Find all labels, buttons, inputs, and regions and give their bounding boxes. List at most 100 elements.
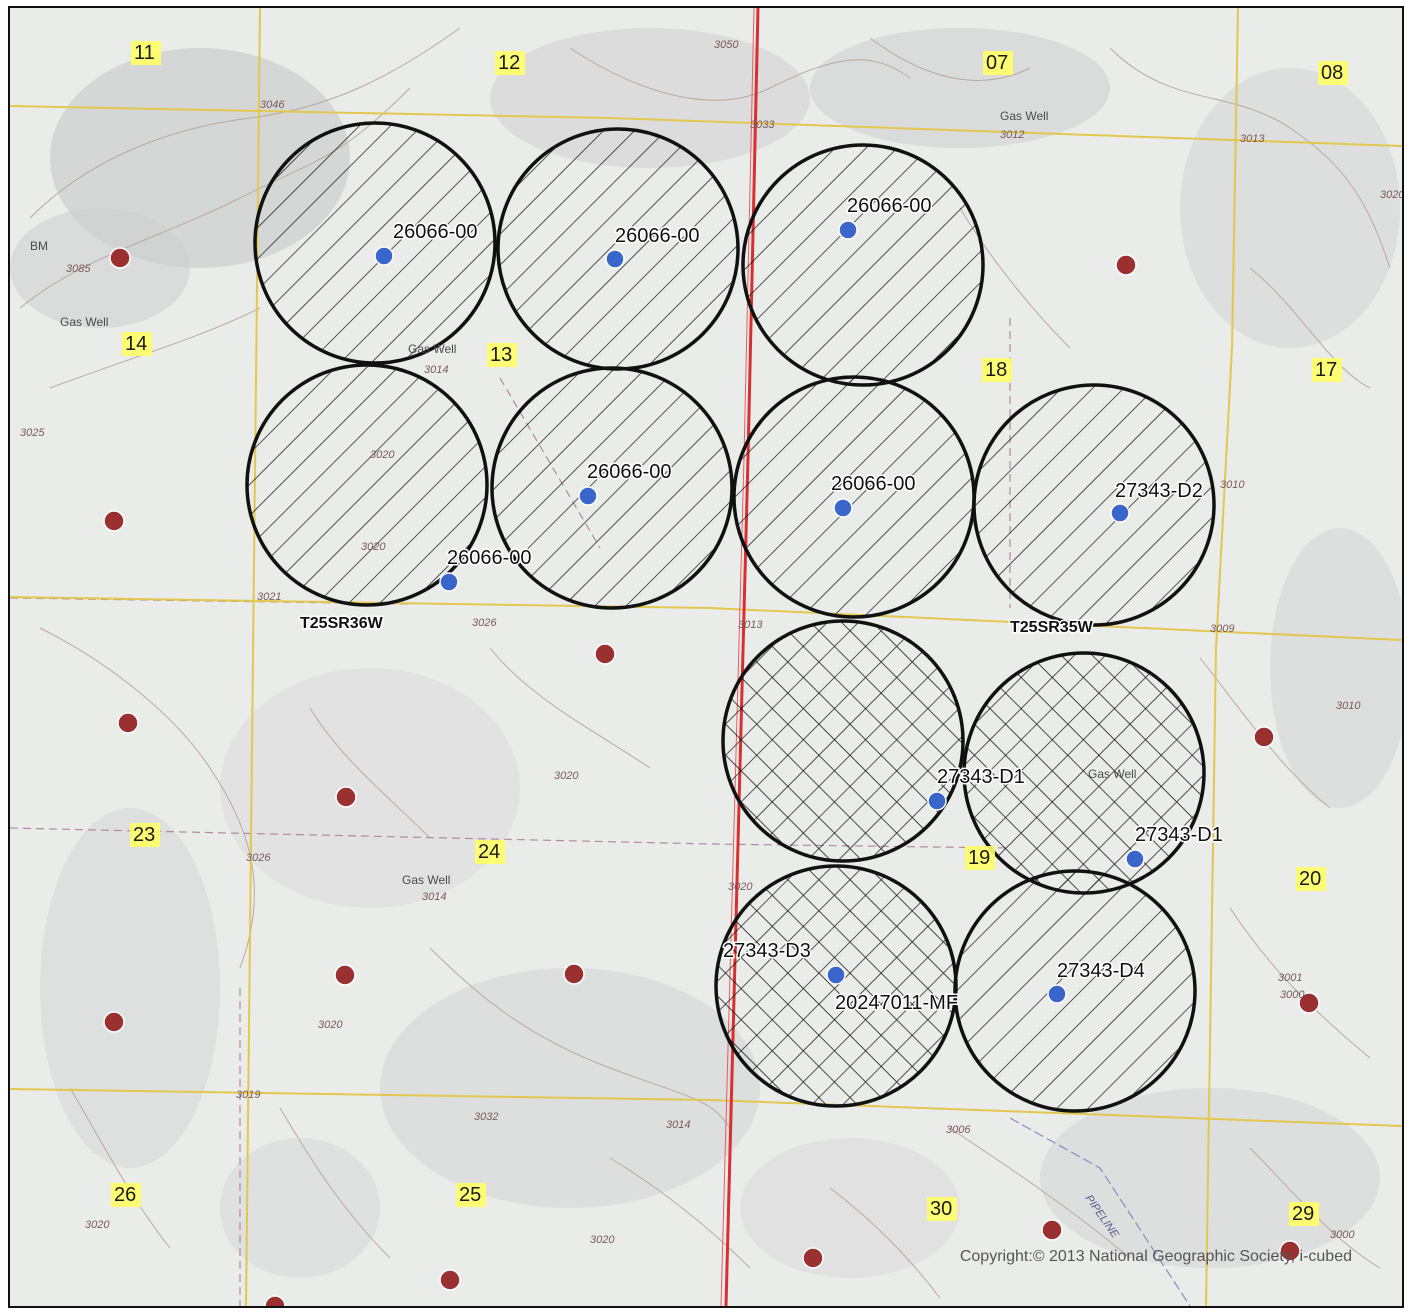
section-label: 18 <box>982 358 1012 382</box>
contour-label: 3010 <box>1336 700 1361 712</box>
section-label: 29 <box>1289 1202 1319 1226</box>
section-label: 25 <box>456 1183 486 1207</box>
svg-text:11: 11 <box>134 42 155 64</box>
well-point[interactable] <box>827 966 845 984</box>
buffer-circle-diagonal[interactable] <box>498 129 738 369</box>
well-point[interactable] <box>375 247 393 265</box>
svg-text:29: 29 <box>1292 1203 1314 1225</box>
well-point[interactable] <box>606 250 624 268</box>
section-label: 08 <box>1318 61 1348 85</box>
contour-label: 3020 <box>554 770 579 782</box>
svg-text:30: 30 <box>930 1198 952 1220</box>
well-label: 26066-00 <box>615 225 700 247</box>
well-point[interactable] <box>1048 985 1066 1003</box>
well-label: 26066-00 <box>587 461 672 483</box>
contour-label: 3014 <box>424 364 448 376</box>
contour-label: 3000 <box>1280 989 1305 1001</box>
contour-label: 3020 <box>85 1219 110 1231</box>
feature-label: Gas Well <box>1088 767 1136 781</box>
other-point <box>564 964 584 984</box>
contour-label: 3000 <box>1330 1229 1355 1241</box>
contour-label: 3010 <box>1220 479 1245 491</box>
well-point[interactable] <box>579 487 597 505</box>
section-label: 19 <box>965 846 995 870</box>
contour-label: 3020 <box>361 541 386 553</box>
copyright-text: Copyright:© 2013 National Geographic Soc… <box>960 1248 1352 1266</box>
svg-text:24: 24 <box>478 841 500 863</box>
buffer-circle-crosshatch[interactable] <box>723 621 963 861</box>
well-point[interactable] <box>928 792 946 810</box>
contour-label: 3025 <box>20 427 45 439</box>
buffer-circle-diagonal[interactable] <box>255 123 495 363</box>
well-point[interactable] <box>1126 850 1144 868</box>
contour-label: 3026 <box>246 852 271 864</box>
well-label: 20247011-MF <box>835 992 958 1014</box>
feature-label: Gas Well <box>408 342 456 356</box>
section-label: 26 <box>111 1183 141 1207</box>
svg-text:25: 25 <box>459 1184 481 1206</box>
well-label: 27343-D3 <box>723 940 811 962</box>
feature-label: Gas Well <box>1000 109 1048 123</box>
township-label: T25SR35W <box>1010 619 1094 636</box>
other-point <box>1116 255 1136 275</box>
buffer-circle-diagonal[interactable] <box>743 145 983 385</box>
well-point[interactable] <box>834 499 852 517</box>
buffer-circle-diagonal[interactable] <box>734 377 974 617</box>
svg-text:12: 12 <box>498 52 520 74</box>
contour-label: 3014 <box>422 891 446 903</box>
contour-label: 3009 <box>1210 623 1234 635</box>
contour-label: 3013 <box>738 619 763 631</box>
section-label: 24 <box>475 840 505 864</box>
buffer-circle-diagonal[interactable] <box>492 368 732 608</box>
other-point <box>110 248 130 268</box>
contour-label: 3020 <box>370 449 395 461</box>
svg-text:19: 19 <box>968 847 990 869</box>
contour-label: 3013 <box>1240 133 1265 145</box>
section-label: 07 <box>983 51 1013 75</box>
other-point <box>803 1248 823 1268</box>
svg-text:07: 07 <box>986 52 1008 74</box>
well-point[interactable] <box>440 573 458 591</box>
contour-label: 3014 <box>666 1119 690 1131</box>
contour-label: 3019 <box>236 1089 260 1101</box>
contour-label: 3032 <box>474 1111 498 1123</box>
well-label: 27343-D1 <box>937 766 1025 788</box>
well-label: 26066-00 <box>831 473 916 495</box>
buffer-circle-diagonal[interactable] <box>247 365 487 605</box>
svg-text:13: 13 <box>490 344 512 366</box>
other-point <box>440 1270 460 1290</box>
well-label: 26066-00 <box>393 221 478 243</box>
svg-text:17: 17 <box>1315 359 1337 381</box>
other-point <box>104 511 124 531</box>
buffer-circle-diagonal[interactable] <box>974 385 1214 625</box>
section-label: 14 <box>122 332 152 356</box>
section-label: 20 <box>1296 867 1326 891</box>
contour-label: 3001 <box>1278 972 1302 984</box>
section-label: 23 <box>130 823 160 847</box>
contour-label: 3046 <box>260 99 285 111</box>
section-label: 17 <box>1312 358 1342 382</box>
well-label: 27343-D4 <box>1057 960 1145 982</box>
well-point[interactable] <box>1111 504 1129 522</box>
feature-label: BM <box>30 239 48 253</box>
contour-label: 3021 <box>257 591 281 603</box>
buffer-circle-crosshatch[interactable] <box>716 866 956 1106</box>
contour-label: 3020 <box>728 881 753 893</box>
feature-label: Gas Well <box>402 873 450 887</box>
buffer-circle-diagonal[interactable] <box>955 871 1195 1111</box>
map-view[interactable]: PIPELINE 11 12 07 08 14 13 18 17 23 24 19 20 26 25 30 2… <box>8 6 1404 1308</box>
well-label: 27343-D1 <box>1135 824 1223 846</box>
other-point <box>595 644 615 664</box>
feature-label: Gas Well <box>60 315 108 329</box>
township-label: T25SR36W <box>300 615 384 632</box>
other-point <box>1042 1220 1062 1240</box>
contour-label: 3006 <box>946 1124 971 1136</box>
svg-text:23: 23 <box>133 824 155 846</box>
well-label: 26066-00 <box>447 547 532 569</box>
well-point[interactable] <box>839 221 857 239</box>
contour-label: 3026 <box>472 617 497 629</box>
other-point <box>335 965 355 985</box>
svg-text:20: 20 <box>1299 868 1321 890</box>
well-label: 26066-00 <box>847 195 932 217</box>
